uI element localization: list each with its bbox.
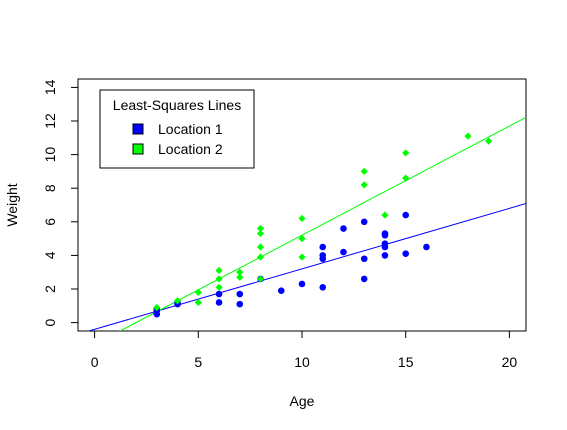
point-location-1 <box>381 252 389 259</box>
point-location-2 <box>298 235 306 243</box>
point-location-2 <box>298 214 306 223</box>
y-axis-label: Weight <box>4 183 20 226</box>
fit-line-location-1 <box>87 203 526 331</box>
legend-title: Least-Squares Lines <box>113 97 241 113</box>
point-location-2 <box>402 174 410 182</box>
point-location-2 <box>360 181 368 189</box>
point-location-2 <box>360 167 368 175</box>
point-location-1 <box>340 248 347 256</box>
point-location-2 <box>256 253 265 261</box>
point-location-2 <box>194 288 202 296</box>
point-location-2 <box>215 266 223 275</box>
y-tick-label: 4 <box>42 251 58 259</box>
point-location-2 <box>256 275 265 283</box>
legend-box <box>99 89 255 169</box>
x-axis-label: Age <box>290 393 315 409</box>
point-location-1 <box>319 252 327 259</box>
y-tick-label: 12 <box>42 113 58 129</box>
y-tick-label: 2 <box>42 285 58 293</box>
point-location-2 <box>381 211 389 219</box>
y-tick-label: 10 <box>42 147 58 163</box>
point-location-2 <box>153 303 161 312</box>
point-location-2 <box>215 275 223 283</box>
x-tick-label: 5 <box>194 354 202 370</box>
point-location-2 <box>256 243 265 251</box>
point-location-1 <box>402 250 410 258</box>
x-tick-label: 10 <box>294 354 310 370</box>
x-axis: 0 5 10 15 20 <box>91 330 518 370</box>
point-location-1 <box>215 299 223 306</box>
plot-area <box>87 116 526 331</box>
y-tick-label: 8 <box>42 184 58 192</box>
legend-label-location-1: Location 1 <box>158 121 223 137</box>
y-tick-label: 6 <box>42 218 58 226</box>
point-location-1 <box>381 240 389 247</box>
point-location-1 <box>360 218 368 226</box>
x-tick-label: 0 <box>91 354 99 370</box>
point-location-1 <box>319 243 327 251</box>
point-location-1 <box>236 290 244 298</box>
y-tick-label: 0 <box>42 318 58 326</box>
point-location-1 <box>319 284 327 291</box>
point-location-1 <box>340 225 347 232</box>
point-location-1 <box>236 300 244 308</box>
y-axis: 0 2 4 6 8 10 12 14 <box>42 79 79 326</box>
point-location-2 <box>402 149 410 157</box>
point-location-2 <box>256 224 265 233</box>
point-location-1 <box>360 255 368 263</box>
legend-label-location-2: Location 2 <box>158 141 223 157</box>
x-tick-label: 20 <box>502 354 518 370</box>
point-location-1 <box>360 275 368 283</box>
x-tick-label: 15 <box>398 354 414 370</box>
point-location-2 <box>236 273 244 281</box>
legend: Least-Squares Lines Location 1 Location … <box>99 89 255 169</box>
point-location-1 <box>298 280 306 288</box>
point-location-2 <box>215 283 223 291</box>
point-location-1 <box>423 243 430 251</box>
legend-swatch-location-2 <box>132 143 144 155</box>
point-location-2 <box>173 297 182 305</box>
point-location-2 <box>256 229 265 238</box>
point-location-2 <box>236 268 244 276</box>
point-location-1 <box>277 287 285 294</box>
point-location-2 <box>298 253 306 261</box>
point-location-1 <box>215 290 223 298</box>
point-location-2 <box>464 132 472 140</box>
legend-swatch-location-1 <box>132 123 144 135</box>
point-location-2 <box>485 137 493 145</box>
point-location-1 <box>402 211 410 219</box>
point-location-1 <box>381 230 389 237</box>
point-location-2 <box>194 298 202 307</box>
y-tick-label: 14 <box>42 79 58 95</box>
